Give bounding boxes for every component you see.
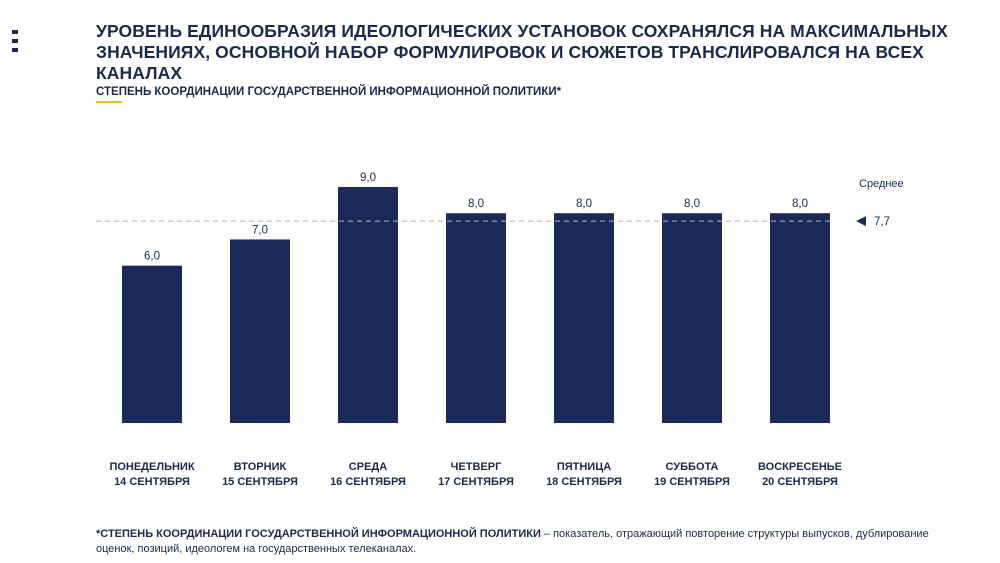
chart-subtitle: СТЕПЕНЬ КООРДИНАЦИИ ГОСУДАРСТВЕННОЙ ИНФО…	[96, 86, 562, 98]
bar	[770, 213, 830, 423]
data-label: 8,0	[576, 198, 592, 210]
footnote-term: *СТЕПЕНЬ КООРДИНАЦИИ ГОСУДАРСТВЕННОЙ ИНФ…	[96, 528, 541, 540]
bar	[662, 213, 722, 423]
category-date-label: 16 СЕНТЯБРЯ	[330, 476, 406, 488]
category-date-label: 14 СЕНТЯБРЯ	[114, 476, 190, 488]
average-value-label: 7,7	[874, 216, 890, 228]
menu-icon[interactable]	[12, 30, 18, 57]
data-label: 8,0	[684, 198, 700, 210]
category-day-label: СРЕДА	[349, 461, 387, 473]
data-label: 9,0	[360, 172, 376, 184]
data-label: 6,0	[144, 251, 160, 263]
category-day-label: ВОСКРЕСЕНЬЕ	[758, 461, 842, 473]
data-label: 7,0	[252, 224, 268, 236]
average-title-label: Среднее	[859, 178, 904, 190]
footnote-definition: – показатель, отражающий повторение стру…	[96, 528, 929, 555]
category-date-label: 17 СЕНТЯБРЯ	[438, 476, 514, 488]
category-date-label: 15 СЕНТЯБРЯ	[222, 476, 298, 488]
page-title: УРОВЕНЬ ЕДИНООБРАЗИЯ ИДЕОЛОГИЧЕСКИХ УСТА…	[96, 21, 948, 83]
accent-underline	[96, 101, 122, 103]
category-day-label: ПЯТНИЦА	[557, 461, 611, 473]
average-marker-icon	[856, 216, 866, 227]
category-day-label: ВТОРНИК	[234, 461, 287, 473]
bar	[554, 213, 614, 423]
footnote: *СТЕПЕНЬ КООРДИНАЦИИ ГОСУДАРСТВЕННОЙ ИНФ…	[96, 527, 956, 557]
category-date-label: 19 СЕНТЯБРЯ	[654, 476, 730, 488]
category-day-label: СУББОТА	[666, 461, 719, 473]
bar	[446, 213, 506, 423]
category-date-label: 18 СЕНТЯБРЯ	[546, 476, 622, 488]
bar	[338, 187, 398, 423]
category-day-label: ЧЕТВЕРГ	[451, 461, 502, 473]
data-label: 8,0	[468, 198, 484, 210]
category-day-label: ПОНЕДЕЛЬНИК	[109, 461, 194, 473]
category-date-label: 20 СЕНТЯБРЯ	[762, 476, 838, 488]
bar	[122, 265, 182, 423]
data-label: 8,0	[792, 198, 808, 210]
bar	[230, 239, 290, 423]
